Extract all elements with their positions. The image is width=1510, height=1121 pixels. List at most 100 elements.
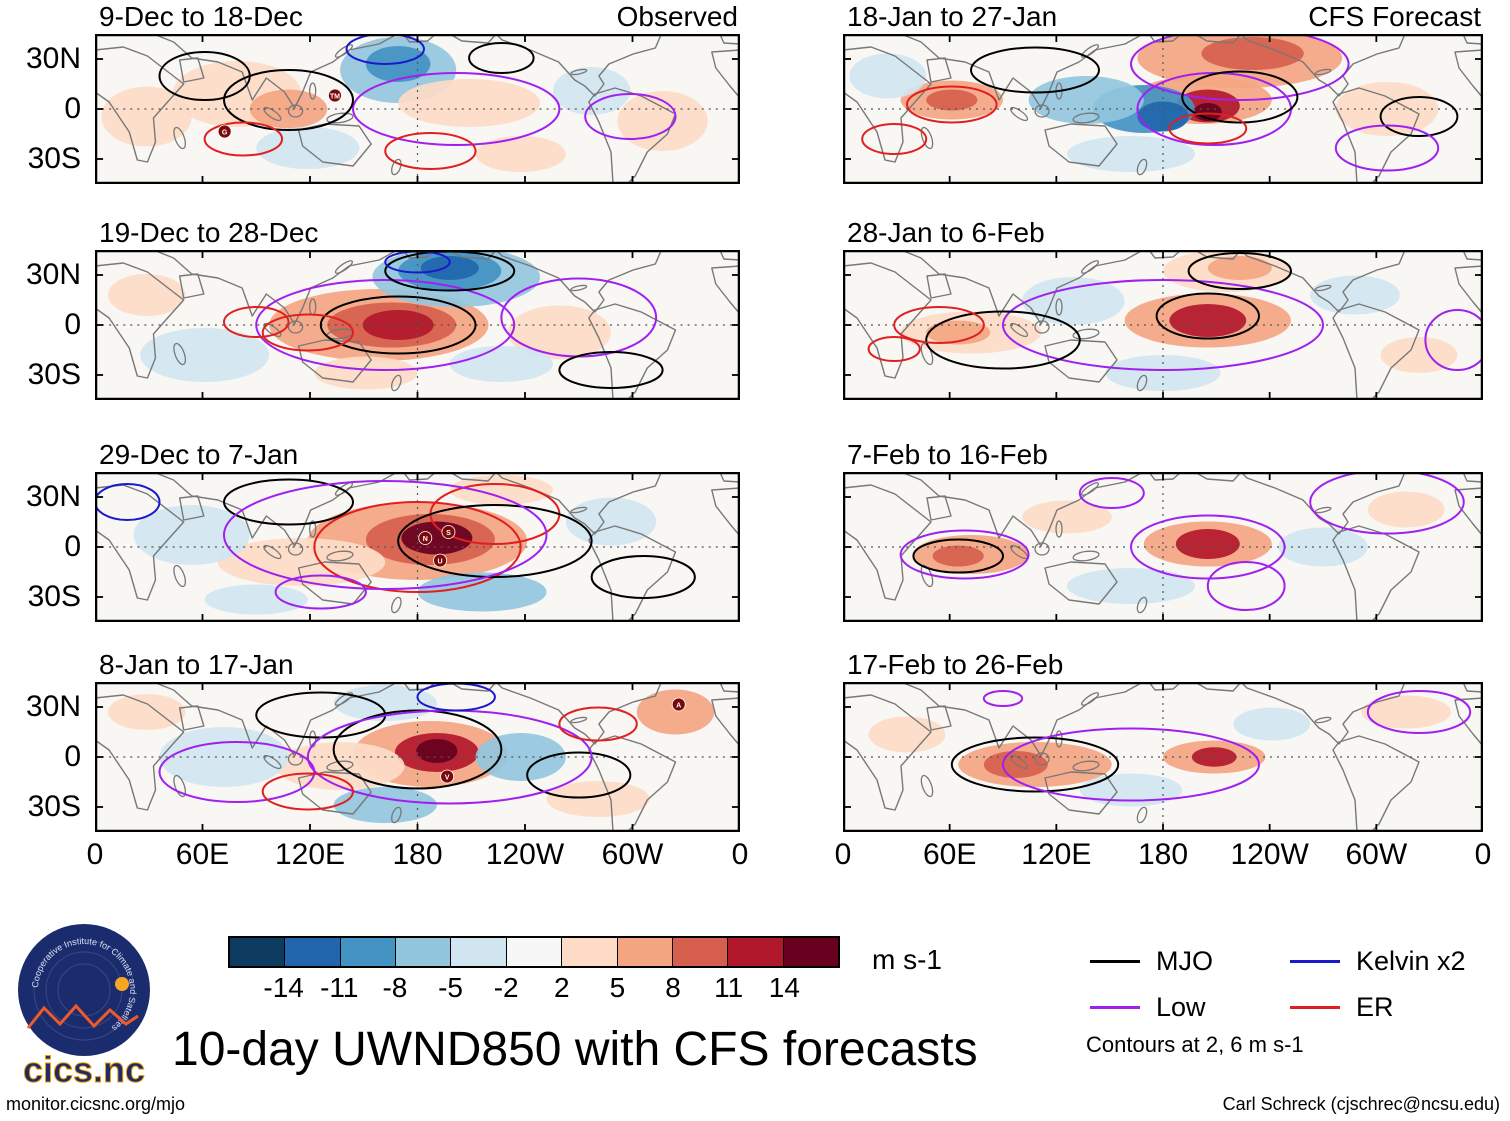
- map-canvas: [843, 34, 1483, 184]
- colorbar-tick: -11: [320, 972, 359, 1003]
- x-axis-label: 120W: [1230, 838, 1309, 871]
- x-axis-label: 0: [834, 838, 852, 871]
- panel-title: 18-Jan to 27-Jan: [847, 1, 1058, 32]
- map-panel-forecast-2: 28-Jan to 6-Feb: [843, 217, 1483, 400]
- map-canvas: N S U: [95, 472, 740, 622]
- kelvin-line-sample: [1290, 960, 1340, 963]
- colorbar-cell: [396, 938, 452, 966]
- colorbar-tick: 8: [665, 972, 681, 1003]
- column-header-observed: Observed: [616, 1, 738, 32]
- storm-marker-label: G: [222, 129, 228, 136]
- footer-credit: Carl Schreck (cjschrec@ncsu.edu): [1222, 1094, 1500, 1114]
- colorbar-cell: [783, 938, 838, 966]
- panel-title: 28-Jan to 6-Feb: [847, 217, 1045, 248]
- panel-title: 29-Dec to 7-Jan: [99, 439, 299, 470]
- x-axis-left: 0 60E 120E 180 120W 60W 0: [87, 838, 749, 880]
- y-axis-label: 30S: [27, 357, 81, 391]
- map-panel-observed-3: 29-Dec to 7-Jan N S U 30N 0 30S: [26, 439, 740, 622]
- panel-title: 19-Dec to 28-Dec: [99, 217, 319, 248]
- y-axis-label: 30N: [25, 258, 81, 291]
- legend-item-mjo: MJO: [1090, 946, 1213, 977]
- x-axis-label: 0: [1474, 838, 1492, 871]
- x-axis-label: 120E: [1021, 838, 1092, 871]
- low-line-sample: [1090, 1006, 1140, 1009]
- colorbar-tick: -5: [438, 972, 463, 1003]
- y-axis-label: 0: [64, 92, 81, 125]
- y-axis-label: 30N: [25, 690, 81, 723]
- x-axis-label: 180: [392, 838, 443, 871]
- x-axis-label: 60W: [601, 838, 664, 871]
- legend-item-er: ER: [1290, 992, 1394, 1023]
- panel-title: 9-Dec to 18-Dec: [99, 1, 303, 32]
- colorbar-tick: -2: [493, 972, 519, 1003]
- logo-circle: [18, 924, 150, 1056]
- colorbar-cell: [562, 938, 618, 966]
- x-axis-label: 120E: [274, 838, 346, 871]
- panel-title: 8-Jan to 17-Jan: [99, 649, 294, 680]
- colorbar-cell: [285, 938, 341, 966]
- y-axis-label: 30S: [27, 141, 81, 175]
- colorbar-tick: -14: [263, 972, 304, 1003]
- colorbar: -14 -11 -8 -5 -2 2 5 8 11 14: [228, 936, 840, 1004]
- colorbar-cell: [451, 938, 507, 966]
- legend-label: Kelvin x2: [1356, 946, 1466, 976]
- x-axis-label: 180: [1137, 838, 1189, 871]
- storm-marker-label: U: [438, 558, 443, 565]
- y-axis-label: 0: [64, 530, 81, 563]
- y-axis-label: 30S: [27, 579, 81, 613]
- legend-item-kelvin: Kelvin x2: [1290, 946, 1466, 977]
- map-panel-forecast-1: 18-Jan to 27-Jan CFS Forecast: [843, 1, 1483, 184]
- x-axis-label: 60E: [175, 838, 230, 871]
- map-canvas: [843, 472, 1483, 622]
- figure-title: 10-day UWND850 with CFS forecasts: [172, 1023, 978, 1076]
- storm-marker-label: A: [676, 702, 681, 709]
- mjo-line-sample: [1090, 960, 1140, 963]
- legend-label: Low: [1156, 992, 1206, 1022]
- map-canvas: [95, 250, 740, 400]
- x-axis-label: 60W: [1345, 838, 1408, 871]
- storm-marker-label: V: [445, 774, 450, 781]
- contour-note: Contours at 2, 6 m s-1: [1086, 1032, 1304, 1057]
- colorbar-tick: 14: [768, 972, 800, 1003]
- colorbar-tick-labels: -14 -11 -8 -5 -2 2 5 8 11 14: [228, 968, 840, 1004]
- x-axis-label: 0: [731, 838, 749, 871]
- column-header-forecast: CFS Forecast: [1308, 1, 1481, 32]
- storm-marker-label: N: [423, 536, 428, 543]
- map-panel-forecast-3: 7-Feb to 16-Feb: [843, 439, 1483, 622]
- map-panel-observed-2: 19-Dec to 28-Dec 30N 0 30S: [26, 217, 740, 400]
- panel-title: 17-Feb to 26-Feb: [847, 649, 1064, 680]
- logo-wordmark: cics.nc: [23, 1049, 145, 1090]
- logo-sun-icon: [115, 977, 129, 991]
- colorbar-cell: [340, 938, 397, 966]
- map-panel-forecast-4: 17-Feb to 26-Feb: [843, 649, 1483, 832]
- storm-marker-label: TM: [330, 93, 340, 100]
- y-axis-label: 30N: [25, 42, 81, 75]
- y-axis-label: 30N: [25, 480, 81, 513]
- cicsnc-logo: Cooperative Institute for Climate and Sa…: [18, 924, 150, 1091]
- colorbar-tick: 11: [714, 972, 744, 1003]
- colorbar-units: m s-1: [872, 944, 942, 975]
- map-canvas: [843, 250, 1483, 400]
- colorbar-cell: [672, 938, 729, 966]
- x-axis-label: 120W: [485, 838, 565, 871]
- x-axis-label: 0: [86, 838, 104, 871]
- colorbar-tick: -8: [382, 972, 408, 1003]
- colorbar-cell: [728, 938, 784, 966]
- map-canvas: [843, 682, 1483, 832]
- logo-mountains-icon: [26, 1003, 139, 1029]
- colorbar-cells: [228, 936, 840, 968]
- y-axis-label: 0: [64, 740, 81, 773]
- y-axis-label: 30S: [27, 789, 81, 823]
- map-canvas: TM G: [95, 34, 740, 184]
- panel-title: 7-Feb to 16-Feb: [847, 439, 1048, 470]
- footer-url: monitor.cicsnc.org/mjo: [6, 1094, 186, 1114]
- er-line-sample: [1290, 1006, 1340, 1009]
- legend-label: MJO: [1156, 946, 1213, 976]
- colorbar-cell: [617, 938, 673, 966]
- y-axis-label: 0: [64, 308, 81, 341]
- legend-item-low: Low: [1090, 992, 1206, 1023]
- x-axis-label: 60E: [922, 838, 977, 871]
